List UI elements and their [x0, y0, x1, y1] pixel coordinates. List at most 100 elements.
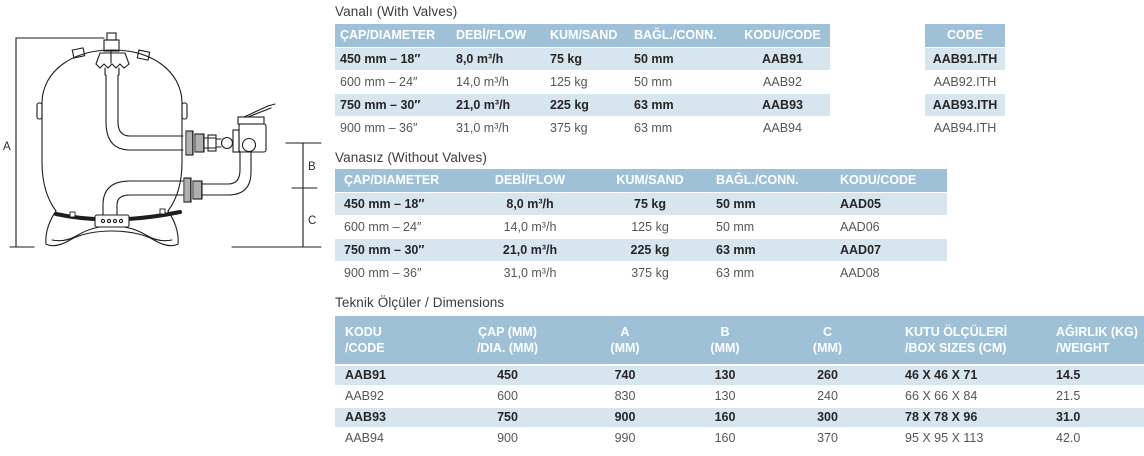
table-row: AAB94 900 990 160 370 95 X 95 X 113 42.0 — [335, 429, 1144, 448]
sand-filter-drawing: A B C — [3, 32, 322, 248]
cell-sand: 75 kg — [550, 52, 582, 66]
table-row: 450 mm – 18″ 8,0 m³/h 75 kg 50 mm AAD05 — [335, 193, 947, 215]
column-header: ÇAP/DIAMETER — [344, 173, 440, 187]
column-header: C (MM) — [812, 325, 843, 355]
cell-code: AAB93 — [762, 98, 803, 112]
column-header: DEBİ/FLOW — [494, 173, 566, 187]
cell-diameter: 450 — [497, 368, 518, 382]
cell-sand: 125 kg — [631, 220, 669, 234]
cell-connection: 63 mm — [716, 266, 755, 280]
cell-code: AAB91 — [762, 52, 803, 66]
cell-c: 370 — [817, 431, 838, 445]
table-row: 600 mm – 24″ 14,0 m³/h 125 kg 50 mm AAB9… — [335, 71, 830, 93]
column-header: KODU/CODE — [744, 28, 821, 42]
cell-flow: 14,0 m³/h — [456, 75, 509, 89]
cell-diameter: 750 — [497, 410, 518, 424]
cell-diameter: 750 mm – 30″ — [340, 98, 421, 112]
cell-a: 900 — [614, 410, 636, 424]
cell-weight: 21.5 — [1056, 389, 1081, 403]
column-header: KUM/SAND — [550, 28, 618, 42]
table-row: AAB92.ITH — [925, 71, 1005, 93]
cell-diameter: 600 mm – 24″ — [344, 220, 422, 234]
column-header: KODU /CODE — [345, 325, 385, 355]
cell-weight: 42.0 — [1056, 431, 1081, 445]
cell-ith-code: AAB94.ITH — [933, 121, 997, 135]
cell-b: 160 — [714, 431, 736, 445]
cell-code: AAD07 — [840, 243, 881, 257]
column-header: CODE — [946, 28, 984, 42]
cell-box-size: 95 X 95 X 113 — [905, 431, 984, 445]
cell-connection: 63 mm — [716, 243, 756, 257]
cell-code: AAB92 — [345, 389, 384, 403]
cell-ith-code: AAB92.ITH — [933, 75, 997, 89]
cell-sand: 225 kg — [630, 243, 670, 257]
cell-ith-code: AAB91.ITH — [932, 52, 998, 66]
cell-box-size: 78 X 78 X 96 — [905, 410, 978, 424]
cell-code: AAD08 — [840, 266, 880, 280]
with-valves-table: ÇAP/DIAMETER DEBİ/FLOW KUM/SAND BAĞL./CO… — [335, 24, 830, 139]
column-header: KUTU ÖLÇÜLERİ /BOX SIZES (CM) — [905, 325, 1008, 355]
filter-diagram: A B C — [0, 0, 332, 256]
cell-code: AAB92 — [763, 75, 802, 89]
cell-diameter: 450 mm – 18″ — [344, 197, 425, 211]
table-row: AAB92 600 830 130 240 66 X 66 X 84 21.5 — [335, 387, 1144, 406]
cell-a: 830 — [614, 389, 636, 403]
cell-diameter: 750 mm – 30″ — [344, 243, 425, 257]
column-header: ÇAP (MM) /DIA. (MM) — [476, 325, 539, 355]
dimensions-table: KODU /CODE ÇAP (MM) /DIA. (MM) A (MM) B … — [335, 316, 1144, 448]
cell-code: AAD06 — [840, 220, 880, 234]
ith-code-table: CODE AAB91.ITH AAB92.ITH AAB93.ITH AAB94… — [925, 24, 1005, 139]
cell-flow: 31,0 m³/h — [456, 121, 509, 135]
cell-sand: 125 kg — [550, 75, 588, 89]
cell-code: AAB94 — [345, 431, 384, 445]
table-row: 450 mm – 18″ 8,0 m³/h 75 kg 50 mm AAB91 — [335, 48, 830, 70]
cell-c: 260 — [817, 368, 838, 382]
cell-diameter: 600 — [497, 389, 518, 403]
table-row: AAB94.ITH — [925, 117, 1005, 139]
cell-box-size: 46 X 46 X 71 — [905, 368, 978, 382]
cell-code: AAB91 — [345, 368, 386, 382]
cell-b: 130 — [714, 368, 736, 382]
column-header: BAĞL./CONN. — [716, 173, 799, 187]
cell-c: 300 — [817, 410, 838, 424]
column-header: A (MM) — [610, 325, 640, 355]
with-valves-title: Vanalı (With Valves) — [335, 4, 458, 19]
cell-connection: 50 mm — [716, 197, 756, 211]
cell-connection: 50 mm — [634, 52, 674, 66]
dim-label-a: A — [3, 141, 11, 153]
cell-flow: 31,0 m³/h — [503, 266, 557, 280]
cell-a: 740 — [614, 368, 636, 382]
table-row: 750 mm – 30″ 21,0 m³/h 225 kg 63 mm AAB9… — [335, 94, 830, 116]
cell-code: AAB93 — [345, 410, 386, 424]
cell-connection: 63 mm — [634, 98, 674, 112]
column-header: DEBİ/FLOW — [456, 28, 527, 42]
column-header: BAĞL./CONN. — [634, 28, 717, 42]
cell-box-size: 66 X 66 X 84 — [905, 389, 978, 403]
cell-code: AAD05 — [840, 197, 881, 211]
table-row: AAB91.ITH — [925, 48, 1005, 70]
cell-diameter: 600 mm – 24″ — [340, 75, 418, 89]
table-row: 900 mm – 36″ 31,0 m³/h 375 kg 63 mm AAB9… — [335, 117, 830, 139]
cell-connection: 63 mm — [634, 121, 673, 135]
table-row: 750 mm – 30″ 21,0 m³/h 225 kg 63 mm AAD0… — [335, 239, 947, 261]
cell-flow: 8,0 m³/h — [456, 52, 504, 66]
cell-diameter: 450 mm – 18″ — [340, 52, 421, 66]
cell-diameter: 900 — [497, 431, 518, 445]
cell-flow: 8,0 m³/h — [506, 197, 554, 211]
with-valves-header-row: ÇAP/DIAMETER DEBİ/FLOW KUM/SAND BAĞL./CO… — [335, 24, 830, 47]
dim-label-b: B — [308, 161, 316, 173]
column-header: KODU/CODE — [840, 173, 917, 187]
cell-sand: 225 kg — [550, 98, 589, 112]
cell-flow: 21,0 m³/h — [456, 98, 511, 112]
column-header: ÇAP/DIAMETER — [340, 28, 436, 42]
column-header: B (MM) — [710, 325, 740, 355]
table-row: AAB91 450 740 130 260 46 X 46 X 71 14.5 — [335, 366, 1144, 385]
table-row: 600 mm – 24″ 14,0 m³/h 125 kg 50 mm AAD0… — [335, 216, 947, 238]
cell-code: AAB94 — [763, 121, 802, 135]
ith-code-header-row: CODE — [925, 24, 1005, 47]
cell-weight: 14.5 — [1056, 368, 1081, 382]
cell-diameter: 900 mm – 36″ — [340, 121, 418, 135]
without-valves-table: ÇAP/DIAMETER DEBİ/FLOW KUM/SAND BAĞL./CO… — [335, 169, 947, 284]
table-row: AAB93 750 900 160 300 78 X 78 X 96 31.0 — [335, 408, 1144, 427]
